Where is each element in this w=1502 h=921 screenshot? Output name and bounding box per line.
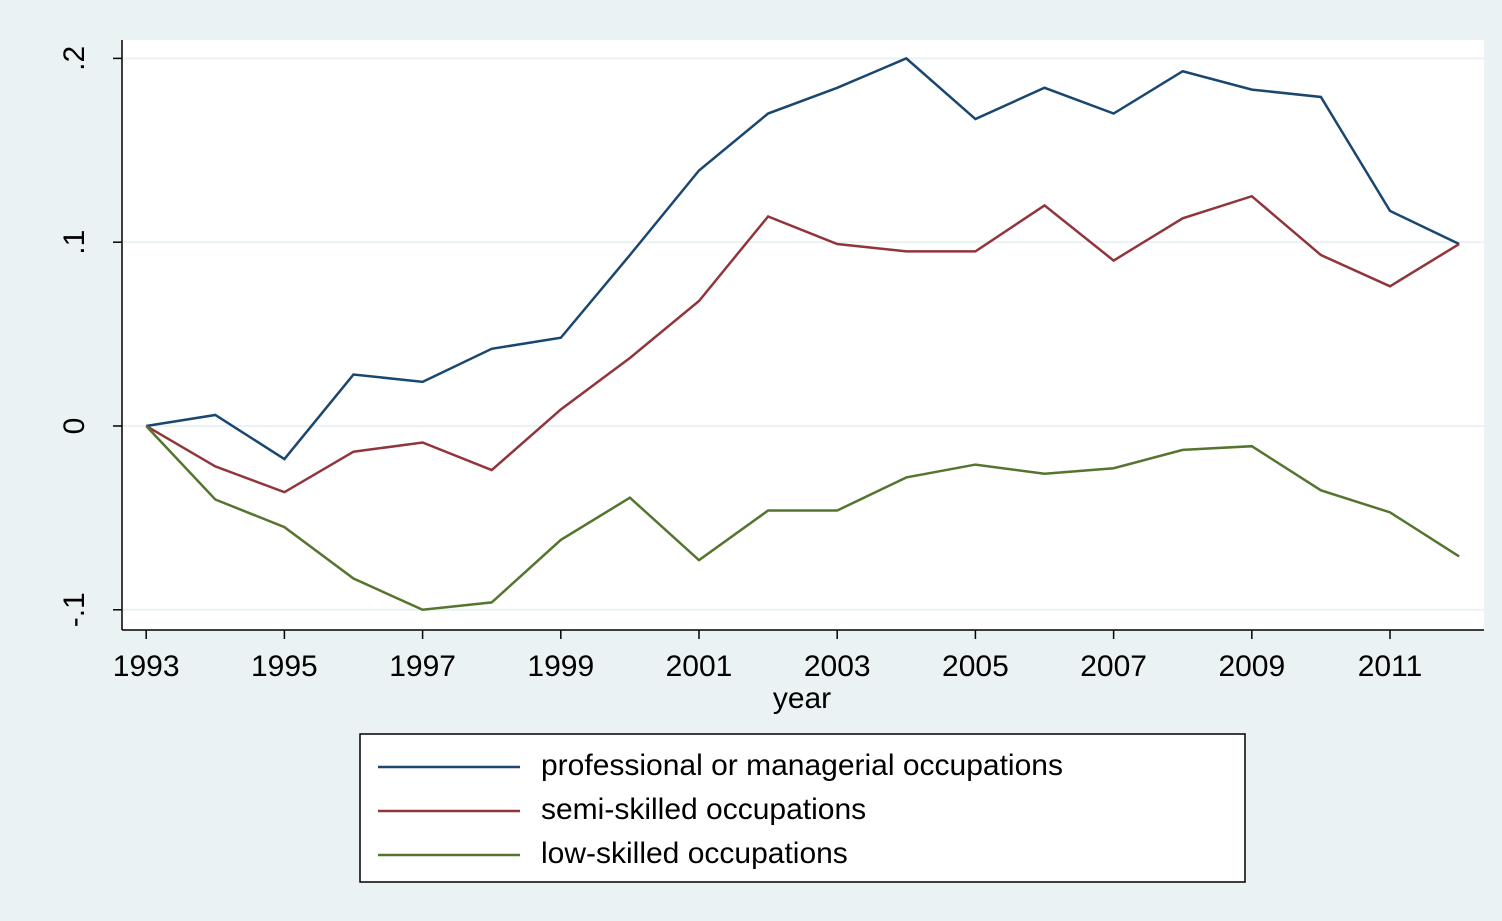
x-tick-label: 1997 — [389, 650, 456, 683]
x-tick-label: 2011 — [1358, 650, 1423, 683]
y-tick-label: -.1 — [58, 592, 91, 627]
plot-area — [122, 40, 1484, 630]
legend-label: low-skilled occupations — [541, 837, 848, 870]
x-tick-label: 2003 — [804, 650, 871, 683]
x-tick-label: 2007 — [1080, 650, 1147, 683]
legend-label: professional or managerial occupations — [541, 749, 1063, 782]
x-tick-label: 1995 — [251, 650, 318, 683]
x-tick-label: 1999 — [527, 650, 594, 683]
legend-box — [359, 733, 1246, 883]
series-line — [145, 56, 1460, 461]
y-tick-label: .1 — [58, 230, 91, 255]
x-tick-label: 2005 — [942, 650, 1009, 683]
x-tick-label: 1993 — [113, 650, 180, 683]
series-line — [145, 194, 1460, 494]
y-tick-label: 0 — [58, 418, 91, 435]
y-tick-label: .2 — [58, 46, 91, 71]
series-line — [145, 425, 1460, 612]
x-tick-label: 2009 — [1218, 650, 1285, 683]
x-tick-label: 2001 — [666, 650, 733, 683]
x-axis-label: year — [773, 682, 831, 715]
legend-label: semi-skilled occupations — [541, 793, 866, 826]
